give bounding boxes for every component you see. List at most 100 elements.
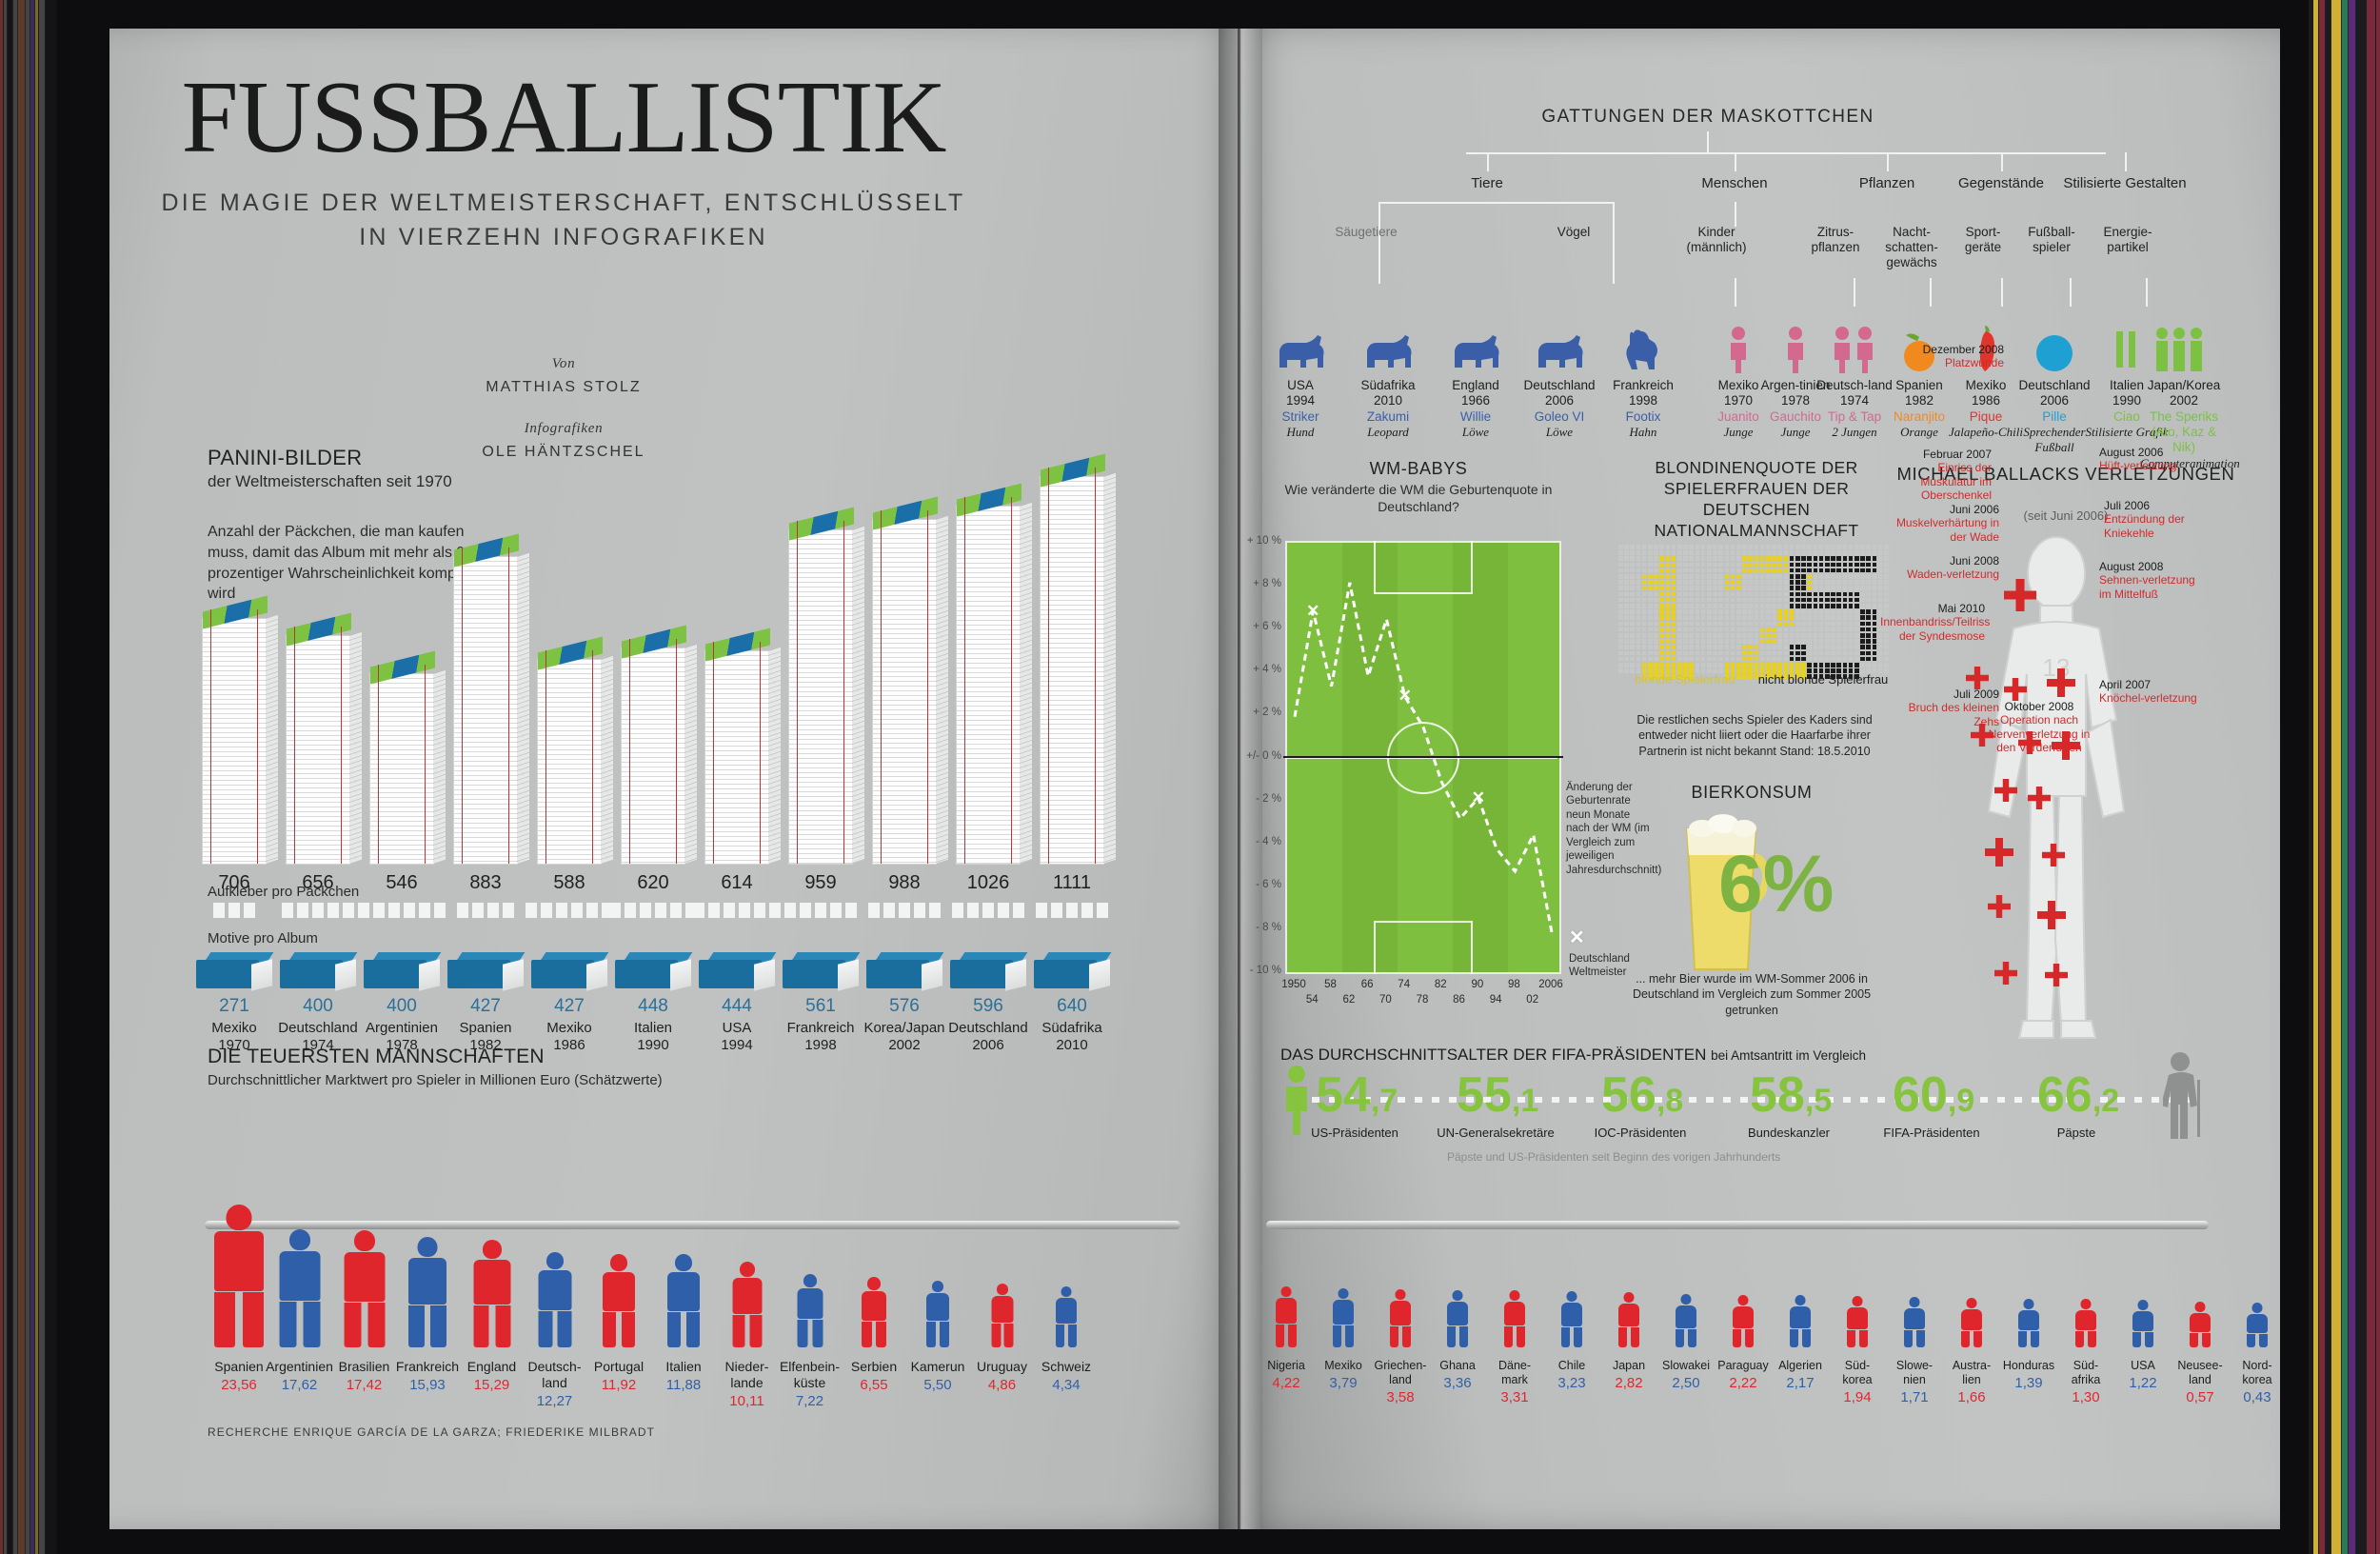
matrix-dot-bg (1854, 545, 1859, 549)
matrix-dot (1672, 628, 1676, 632)
matrix-dot (1801, 651, 1806, 656)
matrix-dot-bg (1784, 628, 1789, 632)
matrix-dot-bg (1866, 663, 1871, 667)
figure-head (2081, 1299, 2092, 1309)
matrix-dot-bg (1648, 550, 1653, 555)
matrix-dot (1866, 657, 1871, 662)
matrix-dot-bg (1642, 592, 1647, 597)
matrix-dot-bg (1736, 563, 1741, 568)
matrix-dot (1843, 598, 1848, 603)
sticker-square (655, 903, 666, 918)
matrix-dot (1790, 592, 1795, 597)
matrix-dot-bg (1760, 586, 1765, 590)
figure-head (610, 1254, 627, 1271)
matrix-dot-bg (1860, 598, 1865, 603)
team-value: 0,43 (2228, 1389, 2287, 1406)
matrix-dot-bg (1636, 639, 1641, 644)
injury-label: Dezember 2008 Platzwunde (1899, 343, 2004, 370)
x-axis-tick: 78 (1406, 994, 1438, 1006)
mascot-species: Löwe (1432, 425, 1519, 440)
matrix-dot (1825, 598, 1830, 603)
matrix-dot-bg (1654, 545, 1658, 549)
matrix-dot-bg (1860, 604, 1865, 608)
matrix-dot (1736, 663, 1741, 667)
sticker-count-group (693, 903, 781, 918)
injury-date: April 2007 (2099, 678, 2151, 691)
matrix-dot-bg (1677, 604, 1682, 608)
matrix-dot (1725, 580, 1730, 585)
matrix-dot-bg (1866, 574, 1871, 579)
injury-label: Juli 2006 Entzündung der Kniekehle (2104, 499, 2209, 540)
matrix-dot-bg (1742, 615, 1747, 620)
matrix-dot (1659, 628, 1664, 632)
team-value: 5,50 (903, 1377, 972, 1394)
matrix-dot-bg (1843, 628, 1848, 632)
sticker-square (784, 903, 796, 918)
matrix-dot-bg (1772, 586, 1776, 590)
matrix-dot-bg (1713, 622, 1717, 627)
matrix-dot-bg (1689, 639, 1694, 644)
y-axis-tick: + 8 % (1234, 578, 1281, 589)
matrix-dot-bg (1718, 563, 1723, 568)
matrix-dot (1825, 568, 1830, 573)
figure-legs (1333, 1325, 1354, 1347)
matrix-dot (1648, 586, 1653, 590)
matrix-dot-bg (1618, 604, 1623, 608)
lion-icon (1449, 329, 1502, 373)
matrix-dot (1795, 563, 1800, 568)
matrix-dot (1760, 628, 1765, 632)
matrix-dot-bg (1618, 592, 1623, 597)
matrix-dot-bg (1831, 622, 1835, 627)
foosball-player-figure (1676, 1294, 1696, 1347)
matrix-dot-bg (1654, 568, 1658, 573)
matrix-dot (1672, 622, 1676, 627)
matrix-dot (1725, 574, 1730, 579)
matrix-dot (1666, 609, 1671, 614)
matrix-dot (1766, 639, 1771, 644)
blondes-dot-matrix (1618, 545, 1889, 668)
mascot-country-year: England 1966 (1432, 378, 1519, 409)
matrix-dot-bg (1831, 639, 1835, 644)
figure-head (867, 1277, 881, 1290)
matrix-dot-bg (1748, 633, 1753, 638)
team-name: Honduras (2003, 1359, 2054, 1372)
matrix-dot-bg (1772, 545, 1776, 549)
matrix-dot-bg (1807, 628, 1812, 632)
matrix-dot-bg (1760, 580, 1765, 585)
matrix-dot-bg (1713, 639, 1717, 644)
matrix-dot (1801, 568, 1806, 573)
matrix-dot-bg (1878, 657, 1883, 662)
stack-side (601, 656, 613, 864)
figure-legs (279, 1302, 320, 1347)
matrix-dot (1666, 604, 1671, 608)
matrix-dot (1843, 663, 1848, 667)
matrix-dot (1873, 563, 1877, 568)
age-decimal: ,7 (1371, 1083, 1398, 1119)
matrix-dot-bg (1801, 609, 1806, 614)
probability-bracket (545, 650, 593, 864)
matrix-dot-bg (1748, 574, 1753, 579)
matrix-dot-bg (1630, 622, 1635, 627)
matrix-dot-bg (1831, 628, 1835, 632)
team-name: Neusee-land (2177, 1359, 2222, 1386)
matrix-dot-bg (1777, 580, 1782, 585)
matrix-dot-bg (1766, 604, 1771, 608)
matrix-dot-bg (1878, 550, 1883, 555)
matrix-dot (1731, 663, 1735, 667)
team-label: Frankreich 15,93 (393, 1359, 462, 1394)
matrix-dot-bg (1624, 639, 1629, 644)
matrix-dot (1849, 568, 1854, 573)
matrix-dot-bg (1689, 550, 1694, 555)
matrix-dot-bg (1683, 592, 1688, 597)
matrix-dot-bg (1683, 598, 1688, 603)
stack-side (349, 632, 362, 864)
figure-head (1967, 1298, 1977, 1308)
injury-cross-icon (2045, 964, 2068, 986)
matrix-dot (1784, 615, 1789, 620)
matrix-dot-bg (1683, 609, 1688, 614)
matrix-dot (1731, 586, 1735, 590)
matrix-dot (1772, 639, 1776, 644)
matrix-dot-bg (1854, 574, 1859, 579)
matrix-dot (1760, 556, 1765, 561)
tree-connector (1378, 202, 1615, 204)
